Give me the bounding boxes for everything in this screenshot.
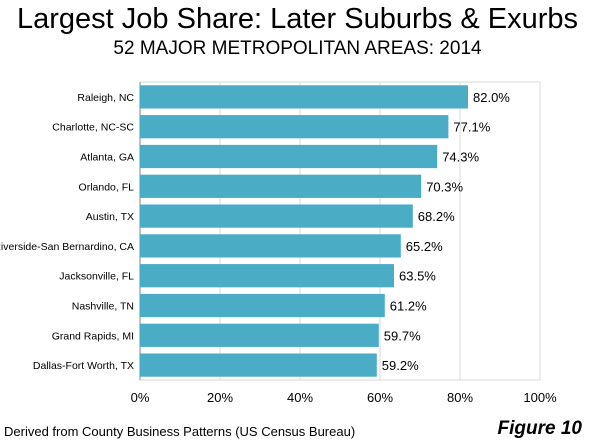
bar (140, 115, 449, 139)
x-tick-label: 60% (367, 390, 393, 405)
bar (140, 144, 438, 169)
data-label: 70.3% (426, 179, 463, 194)
category-label: Grand Rapids, MI (52, 330, 134, 342)
category-label: Orlando, FL (79, 181, 135, 193)
data-label: 59.7% (384, 328, 421, 343)
data-label: 77.1% (453, 120, 490, 135)
x-tick-label: 40% (287, 390, 313, 405)
data-label: 63.5% (399, 269, 436, 284)
chart-title: Largest Job Share: Later Suburbs & Exurb… (17, 3, 578, 35)
data-label: 59.2% (382, 358, 419, 373)
x-tick-label: 0% (131, 390, 150, 405)
x-tick-label: 100% (523, 390, 557, 405)
bar (140, 264, 394, 288)
source-note: Derived from County Business Patterns (U… (4, 424, 356, 439)
category-label: Nashville, TN (72, 301, 134, 313)
figure-label: Figure 10 (497, 418, 582, 439)
bar (140, 323, 379, 347)
category-label: Atlanta, GA (80, 152, 134, 164)
bar (140, 204, 413, 228)
category-label: Jacksonville, FL (59, 271, 134, 283)
data-label: 61.2% (390, 299, 427, 314)
bar (140, 293, 385, 318)
category-label: Riverside-San Bernardino, CA (0, 241, 134, 253)
bar (140, 85, 468, 109)
chart-subtitle: 52 MAJOR METROPOLITAN AREAS: 2014 (113, 38, 482, 59)
data-label: 82.0% (473, 90, 510, 105)
x-tick-label: 80% (447, 390, 473, 405)
bar (140, 234, 401, 258)
bar (140, 353, 377, 377)
data-label: 65.2% (406, 239, 443, 254)
data-label: 68.2% (418, 209, 455, 224)
category-label: Raleigh, NC (77, 92, 134, 104)
bar (140, 174, 422, 198)
category-label: Charlotte, NC-SC (52, 122, 134, 134)
category-label: Austin, TX (86, 211, 134, 223)
x-tick-label: 20% (207, 390, 233, 405)
category-label: Dallas-Fort Worth, TX (33, 360, 134, 372)
data-label: 74.3% (442, 150, 479, 165)
